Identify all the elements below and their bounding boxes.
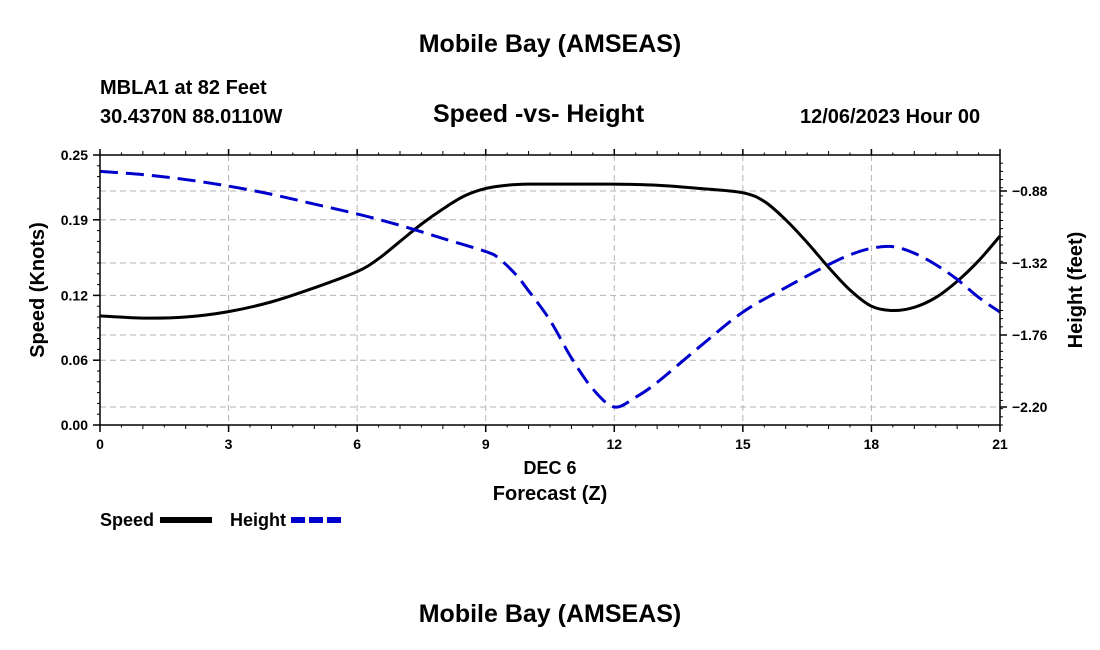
x-tick-label: 21 [992,436,1008,452]
y-axis-right-title: Height (feet) [1065,232,1087,349]
forecast-date-hour: 12/06/2023 Hour 00 [800,106,981,128]
y-left-tick-label: 0.19 [61,212,88,228]
x-tick-label: 6 [353,436,361,452]
series-line-height [99,169,1001,409]
x-tick-label: 9 [482,436,490,452]
legend-label-height: Height [230,510,286,530]
y-left-tick-label: 0.00 [61,417,88,433]
plot-frame [99,154,1001,426]
legend-label-speed: Speed [100,510,154,530]
y-right-tick-label: −1.32 [1012,255,1048,271]
station-label: MBLA1 at 82 Feet [100,77,267,99]
series-lines [99,169,1002,409]
x-tick-label: 15 [735,436,751,452]
footer-title: Mobile Bay (AMSEAS) [418,600,682,628]
y-right-tick-label: −0.88 [1012,183,1048,199]
x-tick-label: 12 [606,436,622,452]
y-axis-left-title: Speed (Knots) [27,222,49,358]
x-axis-title: Forecast (Z) [493,483,607,505]
page-title: Mobile Bay (AMSEAS) [418,30,682,58]
grid-lines [100,155,1000,425]
x-tick-label: 3 [225,436,233,452]
y-left-tick-label: 0.25 [61,147,88,163]
x-tick-label: 18 [864,436,880,452]
y-right-tick-label: −1.76 [1012,327,1048,343]
minor-ticks [97,151,1003,429]
y-right-tick-label: −2.20 [1012,399,1048,415]
x-tick-label: 0 [96,436,104,452]
y-left-tick-label: 0.12 [61,287,88,303]
y-left-tick-label: 0.06 [61,352,88,368]
station-coordinates: 30.4370N 88.0110W [100,106,283,128]
series-line-speed [99,182,1002,320]
axis-labels: 0 3 6 9 12 15 18 21 0.00 0.06 0.12 0.19 0.25 −0.88 −1.… [61,147,1048,452]
legend: Speed Height [100,510,342,530]
chart-title: Speed -vs- Height [433,100,645,128]
x-axis-date-label: DEC 6 [523,458,576,478]
